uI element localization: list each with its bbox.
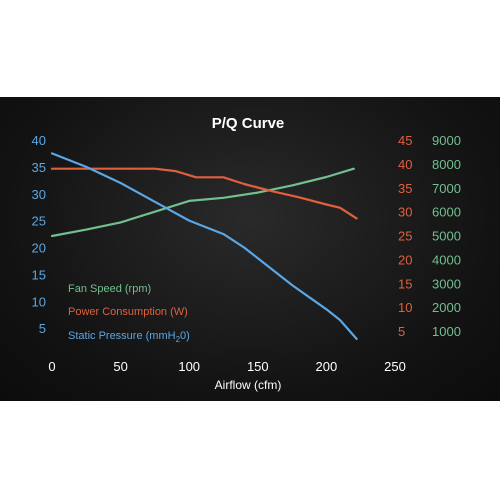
right2-tick-label: 1000 (432, 324, 461, 339)
left-tick-label: 35 (32, 160, 46, 175)
pq-chart: P/Q Curve Airflow (cfm) 0 50 100 150 200 250 … (32, 115, 461, 392)
series-line-left (50, 152, 358, 340)
x-tick-label: 200 (316, 359, 338, 374)
x-tick-label: 250 (384, 359, 406, 374)
right2-tick-label: 5000 (432, 229, 461, 244)
right1-tick-label: 30 (398, 205, 412, 220)
series-line-right1 (50, 167, 358, 220)
left-tick-label: 20 (32, 241, 46, 256)
right1-tick-label: 15 (398, 276, 412, 291)
right-axis-1-ticks: 5 10 15 20 25 30 35 40 45 (398, 133, 412, 339)
right1-tick-label: 20 (398, 252, 412, 267)
right2-tick-label: 3000 (432, 276, 461, 291)
left-axis-ticks: 5 10 15 20 25 30 35 40 (32, 133, 46, 336)
x-axis-label: Airflow (cfm) (215, 378, 282, 392)
left-tick-label: 25 (32, 214, 46, 229)
left-tick-label: 15 (32, 267, 46, 282)
x-tick-label: 50 (113, 359, 127, 374)
right1-tick-label: 25 (398, 229, 412, 244)
legend: Fan Speed (rpm) Power Consumption (W) Stat… (68, 283, 190, 344)
right2-tick-label: 8000 (432, 157, 461, 172)
right2-tick-label: 9000 (432, 133, 461, 148)
legend-entry: Fan Speed (rpm) (68, 283, 151, 295)
x-tick-label: 150 (247, 359, 269, 374)
chart-panel: P/Q Curve Airflow (cfm) 0 50 100 150 200 250 … (0, 97, 500, 401)
left-tick-label: 5 (39, 321, 46, 336)
right2-tick-label: 4000 (432, 252, 461, 267)
legend-entry: Static Pressure (mmH20) (68, 330, 190, 344)
series-line-right2 (50, 167, 355, 238)
right2-tick-label: 2000 (432, 300, 461, 315)
x-axis-ticks: 0 50 100 150 200 250 (48, 359, 405, 374)
legend-entry: Power Consumption (W) (68, 306, 188, 318)
left-tick-label: 30 (32, 187, 46, 202)
right1-tick-label: 5 (398, 324, 405, 339)
left-tick-label: 40 (32, 133, 46, 148)
left-tick-label: 10 (32, 294, 46, 309)
right1-tick-label: 10 (398, 300, 412, 315)
x-tick-label: 0 (48, 359, 55, 374)
series-lines (50, 152, 358, 340)
x-tick-label: 100 (178, 359, 200, 374)
right2-tick-label: 6000 (432, 205, 461, 220)
right1-tick-label: 45 (398, 133, 412, 148)
right1-tick-label: 40 (398, 157, 412, 172)
right1-tick-label: 35 (398, 181, 412, 196)
chart-title: P/Q Curve (212, 115, 285, 132)
right2-tick-label: 7000 (432, 181, 461, 196)
right-axis-2-ticks: 1000 2000 3000 4000 5000 6000 7000 8000 9000 (432, 133, 461, 339)
